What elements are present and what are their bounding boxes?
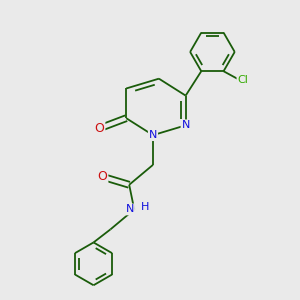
Text: N: N [149,130,157,140]
Text: O: O [94,122,104,135]
Text: N: N [126,204,134,214]
Text: N: N [182,120,190,130]
Text: H: H [140,202,149,212]
Text: O: O [98,170,107,183]
Text: Cl: Cl [237,75,248,85]
